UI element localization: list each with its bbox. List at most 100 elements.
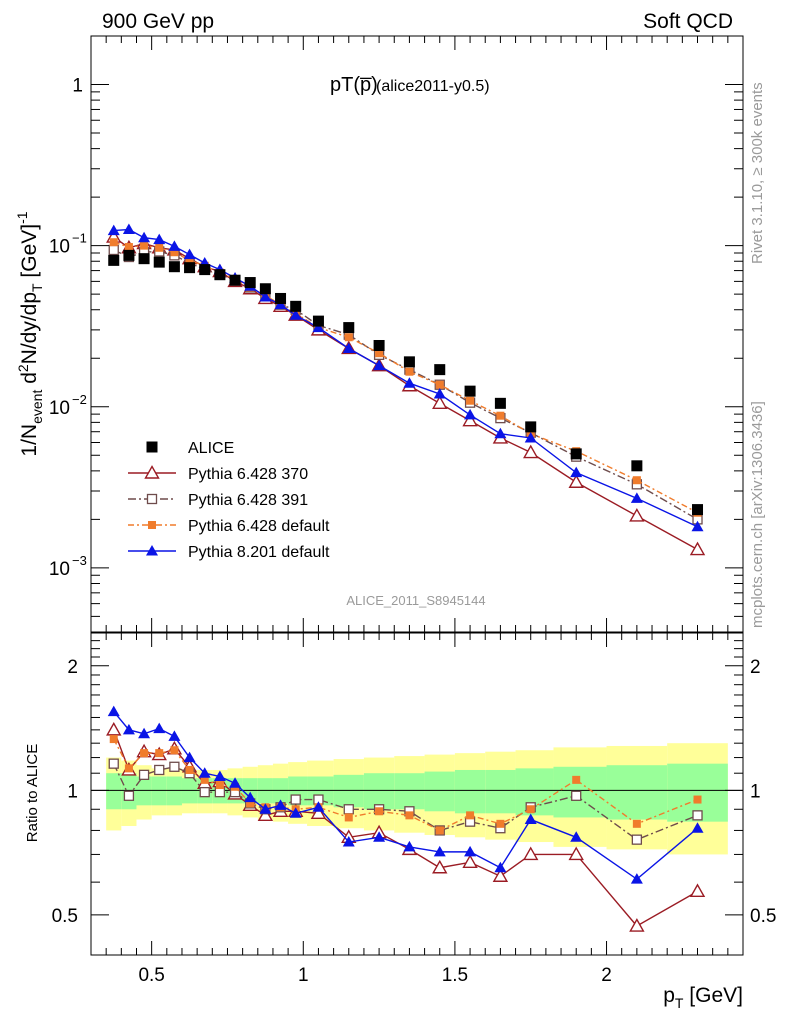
- legend-label-pythia-6-428-default: Pythia 6.428 default: [188, 518, 330, 535]
- point-alice: [275, 292, 287, 304]
- ratio-point-pythia-8-201-default: [289, 807, 302, 818]
- rivet-info: Rivet 3.1.10, ≥ 300k events: [749, 82, 766, 264]
- point-pythia-6-428-default: [405, 367, 414, 376]
- ratio-point-pythia-6-428-default: [215, 781, 224, 790]
- point-alice: [259, 283, 271, 295]
- x-tick-label: 0.5: [138, 965, 164, 986]
- y-tick-label: 1: [72, 76, 83, 97]
- point-alice: [214, 269, 226, 281]
- point-pythia-8-201-default: [691, 520, 704, 532]
- point-alice: [244, 277, 256, 289]
- ratio-point-pythia-6-428-default: [632, 819, 641, 828]
- ratio-point-pythia-6-428-default: [572, 775, 581, 784]
- ratio-point-pythia-6-428-default: [200, 775, 209, 784]
- x-tick-label: 1: [298, 965, 309, 986]
- ratio-point-pythia-6-428-default: [405, 811, 414, 820]
- y-tick-label: 10: [49, 398, 70, 419]
- plot-label-main: pT(p̅): [330, 74, 378, 96]
- legend-marker-pythia-8-201-default: [146, 545, 158, 556]
- x-tick-label: 1.5: [442, 965, 468, 986]
- point-alice: [184, 262, 196, 274]
- ratio-point-pythia-6-428-370: [432, 859, 448, 874]
- point-pythia-8-201-default: [107, 224, 120, 236]
- ratio-point-pythia-8-201-default: [244, 791, 257, 803]
- uncertainty-band-inner: [166, 776, 182, 806]
- ratio-point-pythia-6-428-370: [629, 918, 645, 932]
- uncertainty-band-inner: [606, 765, 668, 820]
- y-tick-label-exponent: −2: [72, 392, 87, 407]
- ratio-point-pythia-6-428-391: [631, 834, 643, 845]
- point-alice: [692, 504, 704, 516]
- point-pythia-6-428-default: [632, 476, 641, 485]
- legend-marker-pythia-6-428-default: [148, 521, 156, 529]
- point-alice: [464, 385, 476, 397]
- point-pythia-8-201-default: [122, 223, 135, 234]
- ratio-point-pythia-8-201-default: [229, 777, 242, 788]
- point-pythia-6-428-default: [170, 248, 179, 257]
- ratio-point-pythia-8-201-default: [691, 822, 704, 833]
- ratio-point-pythia-6-428-391: [123, 790, 135, 801]
- ratio-point-pythia-6-428-default: [466, 811, 475, 820]
- point-pythia-8-201-default: [403, 377, 416, 388]
- legend: ALICE Pythia 6.428 370 Pythia 6.428 391 Pyt…: [128, 440, 330, 561]
- ratio-point-pythia-6-428-391: [571, 790, 582, 801]
- uncertainty-band-inner: [485, 769, 516, 814]
- main-panel: 110−110−210−3: [49, 35, 744, 633]
- point-alice: [138, 253, 150, 265]
- point-pythia-6-428-default: [155, 243, 164, 252]
- ratio-point-pythia-6-428-391: [138, 769, 150, 780]
- ratio-point-pythia-8-201-default: [403, 840, 416, 852]
- uncertainty-band-inner: [424, 771, 455, 812]
- point-pythia-8-201-default: [138, 231, 151, 243]
- y-axis-title-main: 1/Nevent d2N/dy/dpT [GeV]-1: [14, 211, 45, 456]
- ratio-point-pythia-6-428-391: [343, 804, 354, 815]
- point-alice: [153, 256, 165, 268]
- point-alice: [494, 397, 506, 409]
- ratio-point-pythia-6-428-370: [106, 721, 122, 736]
- ratio-point-pythia-6-428-391: [199, 786, 210, 798]
- ratio-point-pythia-8-201-default: [570, 831, 583, 842]
- point-alice: [570, 448, 582, 460]
- ratio-point-pythia-8-201-default: [168, 730, 181, 741]
- ratio-panel: 0.5 1 1.5 2 2 2 1 1 0.5 0.5: [52, 632, 776, 986]
- point-alice: [434, 364, 446, 376]
- point-pythia-6-428-default: [496, 411, 505, 420]
- y-axis-title-ratio: Ratio to ALICE: [24, 744, 41, 842]
- uncertainty-band-inner: [454, 769, 486, 814]
- point-pythia-6-428-default: [124, 243, 133, 252]
- ratio-point-pythia-6-428-default: [185, 765, 194, 774]
- ratio-point-pythia-8-201-default: [107, 705, 120, 717]
- point-pythia-8-201-default: [630, 492, 643, 503]
- header-right: Soft QCD: [643, 10, 733, 33]
- ratio-point-pythia-6-428-370: [310, 805, 327, 820]
- point-pythia-6-428-default: [435, 380, 444, 389]
- ratio-point-pythia-6-428-370: [257, 807, 274, 822]
- ratio-point-pythia-6-428-default: [693, 795, 702, 804]
- point-pythia-6-428-370: [432, 395, 448, 410]
- uncertainty-band-inner: [106, 773, 122, 810]
- point-alice: [631, 460, 643, 472]
- point-pythia-6-428-default: [109, 238, 118, 247]
- plot-label-suffix: (alice2011-y0.5): [376, 78, 490, 95]
- point-pythia-8-201-default: [464, 408, 477, 420]
- ratio-point-pythia-8-201-default: [494, 861, 507, 873]
- x-axis-title: pT [GeV]: [663, 984, 743, 1011]
- point-pythia-8-201-default: [153, 233, 166, 245]
- ratio-point-pythia-8-201-default: [312, 801, 325, 812]
- ratio-point-pythia-8-201-default: [464, 845, 477, 857]
- point-alice: [199, 264, 211, 276]
- ratio-point-pythia-6-428-391: [108, 758, 119, 769]
- ratio-point-pythia-6-428-default: [170, 746, 179, 755]
- point-pythia-6-428-370: [462, 412, 478, 427]
- ratio-y-tick-label-right: 0.5: [750, 906, 776, 927]
- ratio-point-pythia-6-428-370: [568, 846, 584, 861]
- point-pythia-6-428-370: [568, 474, 584, 488]
- point-pythia-6-428-default: [375, 349, 384, 358]
- legend-marker-pythia-6-428-391: [146, 493, 158, 505]
- ratio-point-pythia-6-428-default: [246, 799, 255, 808]
- ratio-point-pythia-8-201-default: [524, 813, 537, 825]
- ratio-point-pythia-8-201-default: [122, 723, 135, 735]
- ratio-point-pythia-6-428-default: [435, 826, 444, 835]
- point-pythia-6-428-default: [344, 333, 353, 342]
